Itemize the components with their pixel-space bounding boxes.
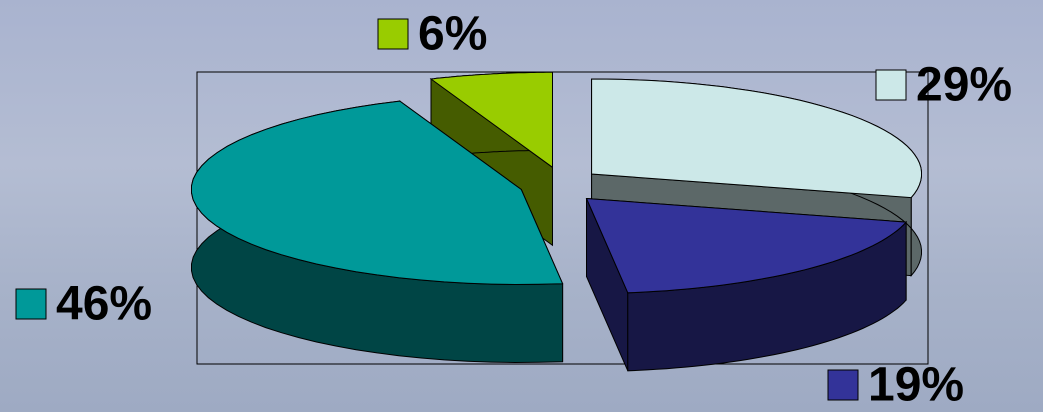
legend-swatch <box>875 69 907 101</box>
plot-area <box>196 71 929 365</box>
slice-top <box>591 78 922 199</box>
legend-swatch <box>377 18 409 50</box>
value-label: 46% <box>56 278 152 331</box>
slice-top <box>585 197 908 294</box>
slice-top <box>429 71 553 169</box>
value-label: 19% <box>868 359 964 412</box>
slice-top <box>191 100 564 286</box>
value-label: 29% <box>916 59 1012 112</box>
legend-swatch <box>827 369 859 401</box>
value-label: 6% <box>418 8 487 61</box>
legend-swatch <box>15 288 47 320</box>
